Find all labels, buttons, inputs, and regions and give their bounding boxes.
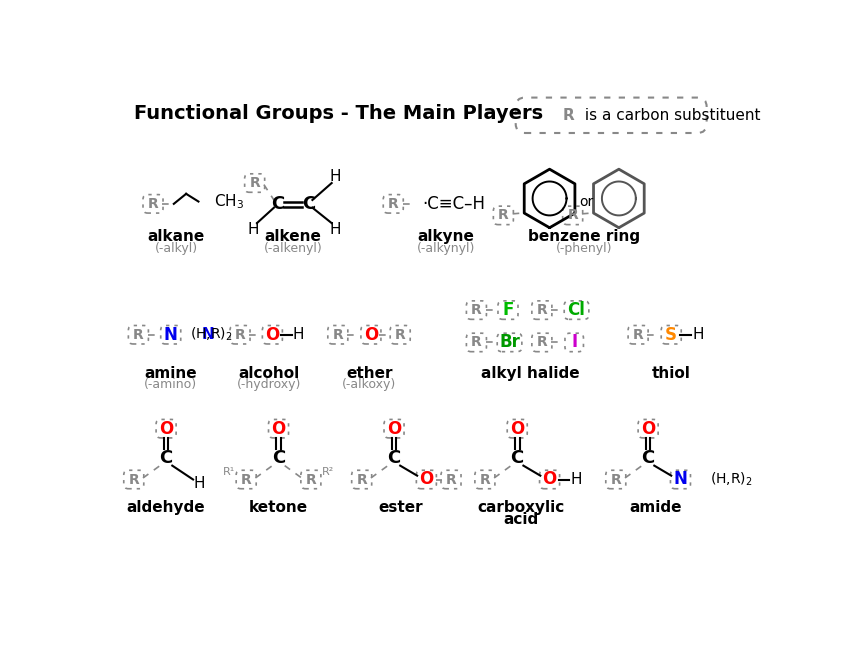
Text: alkane: alkane	[148, 229, 205, 245]
Text: H: H	[693, 327, 704, 342]
Text: alcohol: alcohol	[239, 366, 300, 381]
Text: R: R	[445, 472, 457, 487]
Text: ester: ester	[378, 501, 423, 515]
Text: (H,R)$_2$: (H,R)$_2$	[190, 326, 233, 343]
Text: O: O	[387, 420, 401, 437]
Text: R: R	[568, 208, 578, 222]
Text: O: O	[542, 470, 556, 489]
Text: amine: amine	[144, 366, 197, 381]
Text: alkene: alkene	[265, 229, 322, 245]
Text: R: R	[498, 208, 509, 222]
Text: C: C	[272, 449, 286, 467]
Text: O: O	[419, 470, 433, 489]
Text: R: R	[148, 197, 158, 211]
Text: R: R	[128, 472, 139, 487]
Text: or: or	[580, 196, 594, 209]
Text: (-amino): (-amino)	[144, 378, 197, 391]
Text: thiol: thiol	[652, 366, 691, 381]
Text: O: O	[266, 326, 279, 344]
Text: benzene ring: benzene ring	[528, 229, 641, 245]
Text: R: R	[133, 328, 144, 342]
Text: F: F	[503, 301, 514, 319]
Text: ketone: ketone	[249, 501, 308, 515]
Text: R²: R²	[322, 467, 334, 477]
Text: O: O	[510, 420, 524, 437]
Text: R: R	[563, 108, 575, 123]
Text: is a carbon substituent: is a carbon substituent	[581, 108, 761, 123]
Text: H: H	[330, 222, 341, 237]
Text: acid: acid	[503, 512, 539, 527]
Text: R: R	[471, 335, 482, 349]
Text: R: R	[357, 472, 367, 487]
Text: O: O	[272, 420, 286, 437]
Text: H: H	[330, 169, 341, 184]
Text: aldehyde: aldehyde	[127, 501, 206, 515]
Text: R¹: R¹	[223, 467, 235, 477]
Text: alkyl halide: alkyl halide	[481, 366, 580, 381]
Text: Functional Groups - The Main Players: Functional Groups - The Main Players	[134, 103, 542, 123]
Text: (-phenyl): (-phenyl)	[556, 242, 613, 255]
Text: C: C	[641, 449, 654, 467]
Text: R: R	[536, 303, 547, 317]
Text: H: H	[194, 476, 205, 491]
Text: R: R	[610, 472, 621, 487]
Text: ether: ether	[346, 366, 392, 381]
Text: (-alkoxy): (-alkoxy)	[342, 378, 397, 391]
Text: R: R	[234, 328, 246, 342]
Text: C: C	[302, 195, 315, 213]
Text: H: H	[247, 222, 259, 237]
Text: R: R	[479, 472, 490, 487]
Text: R: R	[388, 197, 398, 211]
Text: C: C	[271, 195, 285, 213]
Text: Br: Br	[499, 333, 520, 351]
Text: (-alkynyl): (-alkynyl)	[417, 242, 475, 255]
Text: O: O	[364, 326, 378, 344]
Text: (-alkyl): (-alkyl)	[155, 242, 198, 255]
Text: R: R	[471, 303, 482, 317]
Text: amide: amide	[629, 501, 682, 515]
Text: CH$_3$: CH$_3$	[214, 192, 244, 211]
Text: N: N	[201, 327, 214, 342]
Text: (-alkenyl): (-alkenyl)	[264, 242, 323, 255]
Text: S: S	[665, 326, 677, 344]
Text: C: C	[510, 449, 524, 467]
Text: (H,R)$_2$: (H,R)$_2$	[710, 471, 753, 488]
Text: C: C	[160, 449, 173, 467]
Text: H: H	[293, 327, 305, 342]
Text: O: O	[641, 420, 655, 437]
Text: R: R	[249, 176, 260, 190]
Text: C: C	[387, 449, 401, 467]
Text: O: O	[159, 420, 174, 437]
Text: R: R	[395, 328, 405, 342]
Text: R: R	[240, 472, 252, 487]
Text: N: N	[674, 470, 687, 489]
Text: R: R	[306, 472, 316, 487]
Text: carboxylic: carboxylic	[477, 501, 565, 515]
Text: R: R	[633, 328, 643, 342]
Text: Cl: Cl	[568, 301, 585, 319]
Text: R: R	[536, 335, 547, 349]
Text: N: N	[164, 326, 178, 344]
Text: I: I	[571, 333, 577, 351]
Text: alkyne: alkyne	[418, 229, 474, 245]
Text: R: R	[332, 328, 343, 342]
Text: ·C≡C–H: ·C≡C–H	[423, 195, 485, 213]
Text: H: H	[570, 472, 582, 487]
Text: (-hydroxy): (-hydroxy)	[237, 378, 301, 391]
